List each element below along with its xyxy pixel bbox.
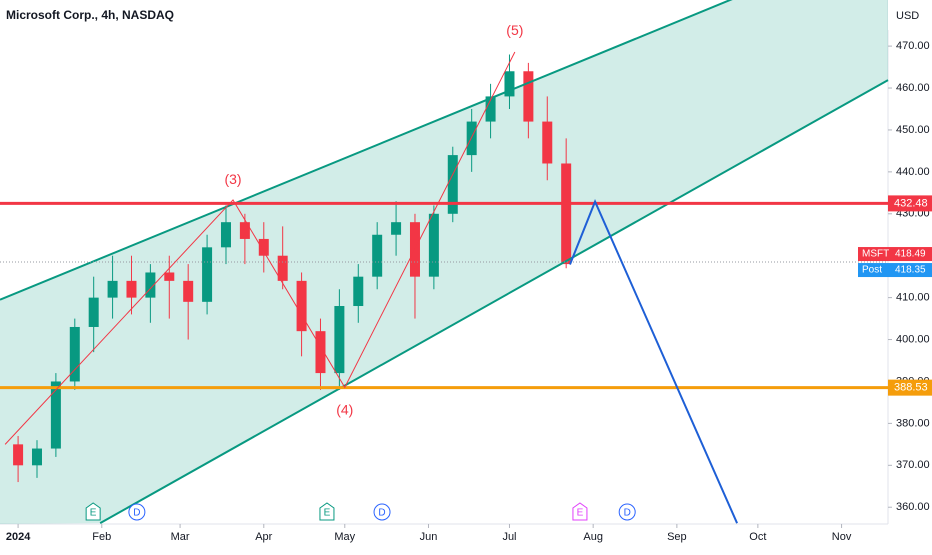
candle-body (334, 306, 345, 374)
candle-body (220, 222, 231, 248)
currency: USD (896, 10, 919, 22)
candle-body (277, 255, 288, 281)
level-label: 388.53 (894, 382, 928, 394)
event-label: D (378, 508, 385, 519)
candle-body (50, 381, 61, 449)
event-label: D (133, 508, 140, 519)
candle-body (202, 247, 213, 302)
candle-body (164, 272, 175, 281)
x-tick-label: Nov (832, 531, 852, 543)
y-tick-label: 380.00 (896, 417, 930, 429)
event-icon (373, 503, 391, 521)
x-tick-label: Feb (92, 531, 111, 543)
x-tick-label: Aug (583, 531, 603, 543)
x-tick-label: Apr (255, 531, 272, 543)
price-tag-value: 418.49 (895, 249, 926, 260)
candle-body (485, 96, 496, 122)
x-tick-label: Mar (171, 531, 190, 543)
level-tag (888, 195, 932, 212)
candle-body (353, 276, 364, 307)
wave-label: (3) (224, 171, 241, 187)
candle-body (561, 163, 572, 265)
x-tick-label: 2024 (6, 531, 31, 543)
price-tag-name: MSFT (862, 249, 889, 260)
candle-body (69, 326, 80, 382)
candle-body (31, 448, 42, 466)
level-tag (888, 379, 932, 396)
candle-body (315, 331, 326, 374)
candle-body (183, 280, 194, 302)
y-tick-label: 400.00 (896, 333, 930, 345)
x-tick-label: Sep (667, 531, 687, 543)
wave-label: (5) (506, 22, 523, 38)
y-tick-label: 450.00 (896, 124, 930, 136)
y-tick-label: 460.00 (896, 82, 930, 94)
candle-body (126, 280, 137, 298)
y-tick-label: 470.00 (896, 40, 930, 52)
candle-body (372, 234, 383, 277)
event-icon (85, 502, 101, 521)
candle-body (107, 280, 118, 298)
candle-body (88, 297, 99, 327)
level-label: 432.48 (894, 197, 928, 209)
candle-body (391, 222, 402, 235)
candle-body (296, 280, 307, 332)
event-icon (128, 503, 146, 521)
price-tag (858, 247, 932, 262)
y-tick-label: 370.00 (896, 459, 930, 471)
event-icon (572, 502, 588, 521)
candle-body (13, 444, 24, 466)
candle-body (466, 121, 477, 156)
candle-body (447, 155, 458, 214)
event-icon (319, 502, 335, 521)
y-tick-label: 410.00 (896, 292, 930, 304)
event-label: E (324, 508, 331, 519)
wave-label: (4) (336, 402, 353, 418)
price-tag (858, 263, 932, 278)
y-tick-label: 360.00 (896, 501, 930, 513)
currency-bg (888, 0, 932, 30)
plot: 2024 Feb Mar Apr May Jun Jul Aug Sep Oct Nov (3) (4)… (0, 0, 892, 543)
x-tick-label: Oct (749, 531, 766, 543)
channel-line (0, 0, 733, 301)
wave-line (4, 51, 516, 445)
x-tick-label: Jul (502, 531, 516, 543)
event-label: E (90, 508, 97, 519)
channel-line (99, 79, 889, 525)
candle-body (239, 222, 250, 239)
candle-body (145, 272, 156, 298)
projection-line (569, 199, 738, 524)
event-icon (618, 503, 636, 521)
price-tag-value: 418.35 (895, 265, 926, 276)
candle-body (428, 213, 439, 277)
candle-body (504, 71, 515, 97)
x-tick-label: May (334, 531, 355, 543)
candle-body (523, 71, 534, 122)
chart-title: Microsoft Corp., 4h, NASDAQ (6, 8, 174, 22)
candle-body (542, 121, 553, 164)
candle-body (258, 238, 269, 256)
x-tick-label: Jun (420, 531, 438, 543)
price-tag-name: Post (862, 265, 882, 276)
event-label: D (624, 508, 631, 519)
y-tick-label: 440.00 (896, 166, 930, 178)
event-label: E (577, 508, 584, 519)
